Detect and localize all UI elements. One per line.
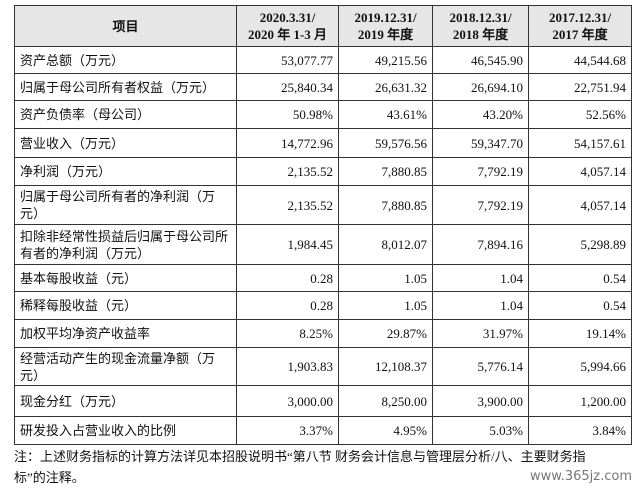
header-line: 2018 年度 — [452, 27, 509, 42]
value-cell: 0.54 — [528, 291, 632, 320]
value-cell: 59,576.56 — [338, 128, 433, 158]
value-cell: 5,994.66 — [528, 347, 632, 386]
header-cell: 项目 — [14, 5, 237, 47]
header-line: 2017.12.31/ — [548, 10, 612, 25]
label-cell: 净利润（万元） — [14, 157, 237, 186]
value-cell: 1,903.83 — [236, 347, 339, 386]
label-cell: 资产负债率（母公司） — [14, 100, 237, 129]
header-row: 项目 2020.3.31/2020 年 1-3 月 2019.12.31/2019 … — [14, 5, 632, 47]
value-cell: 22,751.94 — [528, 73, 632, 101]
table-row: 净利润（万元） 2,135.52 7,880.85 7,792.19 4,057.14 — [14, 157, 632, 186]
value-cell: 31.97% — [432, 319, 529, 348]
value-cell: 1,200.00 — [528, 385, 632, 417]
value-cell: 0.54 — [528, 264, 632, 292]
label-cell: 基本每股收益（元） — [14, 264, 237, 292]
value-cell: 54,157.61 — [528, 128, 632, 158]
label-cell: 扣除非经常性损益后归属于母公司所有者的净利润（万元） — [14, 224, 237, 265]
value-cell: 7,792.19 — [432, 185, 529, 225]
label-cell: 稀释每股收益（元） — [14, 291, 237, 320]
footnote: 注：上述财务指标的计算方法详见本招股说明书“第八节 财务会计信息与管理层分析/八… — [14, 449, 586, 485]
value-cell: 5,298.89 — [528, 224, 632, 265]
table-row: 加权平均净资产收益率 8.25% 29.87% 31.97% 19.14% — [14, 319, 632, 348]
value-cell: 26,631.32 — [338, 73, 433, 101]
table-row: 研发投入占营业收入的比例 3.37% 4.95% 5.03% 3.84% — [14, 416, 632, 445]
table-row: 基本每股收益（元） 0.28 1.05 1.04 0.54 — [14, 264, 632, 292]
header-cell: 2019.12.31/2019 年度 — [338, 5, 433, 47]
value-cell: 43.20% — [432, 100, 529, 129]
label-cell: 归属于母公司所有者的净利润（万元） — [14, 185, 237, 225]
value-cell: 1.04 — [432, 264, 529, 292]
value-cell: 3,900.00 — [432, 385, 529, 417]
header-cell: 2020.3.31/2020 年 1-3 月 — [236, 5, 339, 47]
value-cell: 0.28 — [236, 291, 339, 320]
table-row: 营业收入（万元） 14,772.96 59,576.56 59,347.70 54,15… — [14, 128, 632, 158]
label-cell: 现金分红（万元） — [14, 385, 237, 417]
header-line: 2020 年 1-3 月 — [247, 27, 328, 42]
value-cell: 3.84% — [528, 416, 632, 445]
table-row: 资产总额（万元） 53,077.77 49,215.56 46,545.90 44,54… — [14, 46, 632, 74]
table-row: 现金分红（万元） 3,000.00 8,250.00 3,900.00 1,200.00 — [14, 385, 632, 417]
value-cell: 12,108.37 — [338, 347, 433, 386]
value-cell: 1.05 — [338, 291, 433, 320]
table-row: 归属于母公司所有者权益（万元） 25,840.34 26,631.32 26,694.… — [14, 73, 632, 101]
header-cell: 2018.12.31/2018 年度 — [432, 5, 529, 47]
value-cell: 3,000.00 — [236, 385, 339, 417]
value-cell: 53,077.77 — [236, 46, 339, 74]
value-cell: 43.61% — [338, 100, 433, 129]
value-cell: 50.98% — [236, 100, 339, 129]
value-cell: 19.14% — [528, 319, 632, 348]
value-cell: 1,984.45 — [236, 224, 339, 265]
value-cell: 7,880.85 — [338, 157, 433, 186]
table-row: 资产负债率（母公司） 50.98% 43.61% 43.20% 52.56% — [14, 100, 632, 129]
table-row: 扣除非经常性损益后归属于母公司所有者的净利润（万元） 1,984.45 8,012.… — [14, 224, 632, 265]
header-line: 2018.12.31/ — [449, 10, 512, 25]
value-cell: 14,772.96 — [236, 128, 339, 158]
value-cell: 0.28 — [236, 264, 339, 292]
value-cell: 44,544.68 — [528, 46, 632, 74]
header-cell: 2017.12.31/2017 年度 — [528, 5, 632, 47]
value-cell: 26,694.10 — [432, 73, 529, 101]
value-cell: 3.37% — [236, 416, 339, 445]
value-cell: 1.05 — [338, 264, 433, 292]
label-cell: 研发投入占营业收入的比例 — [14, 416, 237, 445]
value-cell: 49,215.56 — [338, 46, 433, 74]
header-line: 2020.3.31/ — [259, 10, 316, 25]
value-cell: 2,135.52 — [236, 157, 339, 186]
table-row: 稀释每股收益（元） 0.28 1.05 1.04 0.54 — [14, 291, 632, 320]
value-cell: 5,776.14 — [432, 347, 529, 386]
value-cell: 7,880.85 — [338, 185, 433, 225]
value-cell: 8,250.00 — [338, 385, 433, 417]
value-cell: 4.95% — [338, 416, 433, 445]
value-cell: 8.25% — [236, 319, 339, 348]
financial-table: 项目 2020.3.31/2020 年 1-3 月 2019.12.31/2019 … — [14, 5, 632, 445]
value-cell: 4,057.14 — [528, 157, 632, 186]
value-cell: 7,894.16 — [432, 224, 529, 265]
value-cell: 46,545.90 — [432, 46, 529, 74]
label-cell: 资产总额（万元） — [14, 46, 237, 74]
value-cell: 8,012.07 — [338, 224, 433, 265]
header-line: 2019 年度 — [357, 27, 414, 42]
value-cell: 1.04 — [432, 291, 529, 320]
label-cell: 经营活动产生的现金流量净额（万元） — [14, 347, 237, 386]
value-cell: 2,135.52 — [236, 185, 339, 225]
watermark: www.365jz.com — [530, 469, 632, 484]
value-cell: 52.56% — [528, 100, 632, 129]
table-row: 归属于母公司所有者的净利润（万元） 2,135.52 7,880.85 7,792.1… — [14, 185, 632, 225]
value-cell: 29.87% — [338, 319, 433, 348]
label-cell: 营业收入（万元） — [14, 128, 237, 158]
header-line: 2017 年度 — [552, 27, 608, 42]
value-cell: 4,057.14 — [528, 185, 632, 225]
value-cell: 7,792.19 — [432, 157, 529, 186]
header-line: 2019.12.31/ — [354, 10, 417, 25]
value-cell: 59,347.70 — [432, 128, 529, 158]
value-cell: 25,840.34 — [236, 73, 339, 101]
value-cell: 5.03% — [432, 416, 529, 445]
label-cell: 加权平均净资产收益率 — [14, 319, 237, 348]
table-row: 经营活动产生的现金流量净额（万元） 1,903.83 12,108.37 5,776.… — [14, 347, 632, 386]
label-cell: 归属于母公司所有者权益（万元） — [14, 73, 237, 101]
